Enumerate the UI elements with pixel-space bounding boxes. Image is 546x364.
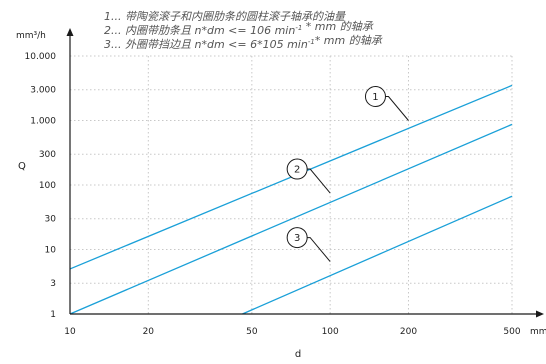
grid	[70, 55, 513, 314]
series-lines	[69, 84, 513, 315]
note-text: 3...	[104, 38, 125, 51]
axes	[66, 28, 544, 318]
note-line: 3... 外圈带挡边且 n*dm <= 6*105 min-1* mm 的轴承	[104, 34, 383, 51]
note-text: 1...	[104, 10, 125, 23]
x-tick-label: 200	[400, 327, 417, 337]
y-axis-unit: mm³/h	[16, 31, 46, 41]
callout-number: 2	[294, 165, 300, 176]
y-tick-label: 10.000	[25, 52, 57, 62]
series-line-2	[69, 123, 513, 315]
callout-number: 1	[372, 92, 378, 103]
x-tick-label: 10	[64, 327, 76, 337]
note-text: 外圈带挡边且 n*dm <= 6*105 min	[125, 38, 308, 51]
note-text: 2...	[104, 24, 125, 37]
note-line: 1... 带陶瓷滚子和内圈肋条的圆柱滚子轴承的油量	[104, 10, 346, 23]
note-text: 带陶瓷滚子和内圈肋条的圆柱滚子轴承的油量	[125, 10, 346, 23]
callout-circle	[286, 227, 308, 249]
x-axis-arrow	[536, 310, 544, 318]
y-tick-label: 1	[50, 310, 56, 320]
series-line-3	[242, 195, 513, 315]
callout-circle	[364, 86, 386, 107]
series-callouts: 1 2 3	[286, 86, 409, 262]
note-text: 内圈带肋条且 n*dm <= 106 min	[125, 24, 295, 37]
x-tick-label: 50	[246, 327, 258, 337]
y-axis-label: Q	[18, 161, 26, 172]
callout-number: 3	[294, 233, 300, 244]
callout-circle	[286, 158, 308, 180]
callout-leader	[307, 237, 331, 262]
x-tick-label: 500	[503, 327, 520, 337]
note-line: 2... 内圈带肋条且 n*dm <= 106 min-1 * mm 的轴承	[104, 20, 374, 37]
note-text: 的轴承	[345, 34, 382, 47]
x-tick-label: 20	[143, 327, 155, 337]
y-tick-label: 300	[39, 150, 56, 160]
y-tick-label: 1.000	[30, 117, 56, 127]
tick-labels: 10 20 50 100 200 500 1 3 10 30 100 300 1.000 3.000 10.…	[16, 31, 546, 360]
note-superscript: -1	[295, 24, 302, 32]
note-text: 的轴承	[336, 20, 373, 33]
y-tick-label: 3	[50, 279, 56, 289]
x-tick-label: 100	[322, 327, 339, 337]
callout-leader	[307, 168, 331, 194]
note-superscript: -1	[308, 38, 315, 46]
y-axis-arrow	[66, 28, 74, 36]
y-tick-label: 3.000	[30, 86, 56, 96]
x-axis-label: d	[295, 349, 301, 360]
note-text: * mm	[315, 34, 345, 47]
y-tick-label: 30	[45, 215, 57, 225]
note-text: * mm	[302, 20, 336, 33]
y-tick-label: 10	[45, 246, 57, 256]
y-tick-label: 100	[39, 181, 56, 191]
x-axis-unit: mm	[530, 327, 546, 337]
callout-leader	[385, 96, 409, 121]
